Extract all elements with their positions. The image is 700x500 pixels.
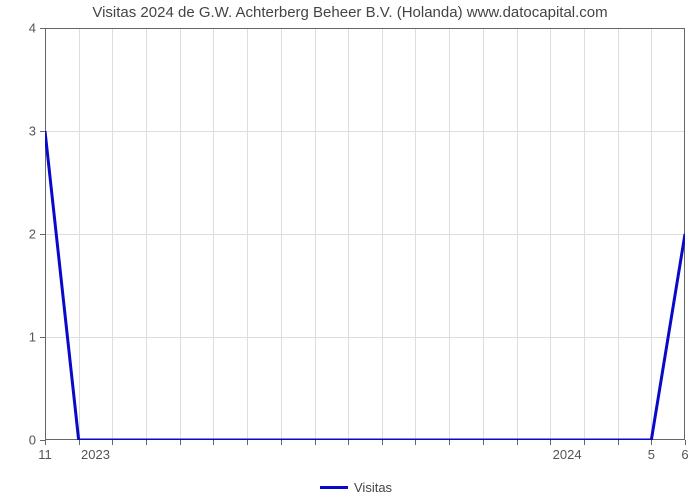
x-tick <box>45 440 46 445</box>
y-axis-label: 4 <box>16 21 36 36</box>
x-tick <box>550 440 551 445</box>
y-axis-label: 1 <box>16 330 36 345</box>
x-axis-label: 2024 <box>553 447 582 462</box>
chart-container: Visitas 2024 de G.W. Achterberg Beheer B… <box>0 0 700 500</box>
x-tick <box>247 440 248 445</box>
x-tick <box>79 440 80 445</box>
x-tick <box>415 440 416 445</box>
x-tick <box>449 440 450 445</box>
plot-area: 01234112023202456 <box>45 28 685 440</box>
x-tick <box>651 440 652 445</box>
x-axis-label: 6 <box>681 447 688 462</box>
legend-label: Visitas <box>354 480 392 495</box>
x-tick <box>213 440 214 445</box>
y-axis-label: 0 <box>16 433 36 448</box>
series-line <box>45 28 685 440</box>
legend: Visitas <box>320 480 392 495</box>
x-axis-label: 5 <box>648 447 655 462</box>
x-axis-label: 11 <box>38 447 52 462</box>
legend-swatch <box>320 486 348 489</box>
x-tick <box>281 440 282 445</box>
chart-title: Visitas 2024 de G.W. Achterberg Beheer B… <box>0 4 700 21</box>
x-tick <box>112 440 113 445</box>
x-tick <box>382 440 383 445</box>
x-tick <box>483 440 484 445</box>
y-axis-label: 2 <box>16 227 36 242</box>
x-tick <box>517 440 518 445</box>
x-tick <box>584 440 585 445</box>
x-tick <box>348 440 349 445</box>
x-tick <box>146 440 147 445</box>
x-tick <box>180 440 181 445</box>
x-axis-label: 2023 <box>81 447 110 462</box>
x-tick <box>315 440 316 445</box>
x-tick <box>685 440 686 445</box>
x-tick <box>618 440 619 445</box>
y-axis-label: 3 <box>16 124 36 139</box>
